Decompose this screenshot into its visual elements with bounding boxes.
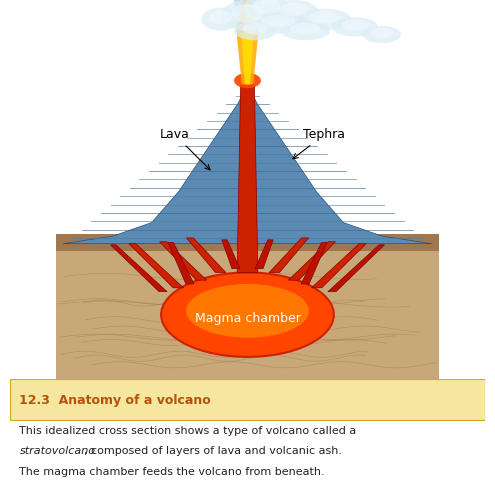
- Text: 12.3  Anatomy of a volcano: 12.3 Anatomy of a volcano: [19, 394, 211, 407]
- Polygon shape: [63, 85, 432, 244]
- Ellipse shape: [249, 12, 307, 33]
- Polygon shape: [237, 85, 258, 273]
- Ellipse shape: [297, 9, 351, 30]
- Ellipse shape: [221, 0, 274, 31]
- Ellipse shape: [370, 28, 394, 38]
- Polygon shape: [328, 245, 385, 292]
- Text: stratovolcano: stratovolcano: [19, 446, 96, 457]
- Polygon shape: [222, 240, 240, 269]
- Polygon shape: [168, 243, 194, 284]
- Polygon shape: [187, 238, 226, 273]
- Ellipse shape: [209, 10, 232, 24]
- Ellipse shape: [186, 284, 309, 338]
- Ellipse shape: [290, 23, 320, 34]
- Ellipse shape: [244, 0, 290, 21]
- Ellipse shape: [280, 21, 330, 40]
- Polygon shape: [289, 242, 336, 280]
- Polygon shape: [301, 243, 327, 284]
- Ellipse shape: [243, 23, 268, 34]
- Polygon shape: [236, 0, 259, 85]
- Polygon shape: [129, 244, 184, 288]
- Polygon shape: [110, 245, 167, 292]
- Ellipse shape: [279, 2, 308, 17]
- Ellipse shape: [261, 15, 296, 28]
- Ellipse shape: [253, 0, 281, 14]
- Ellipse shape: [308, 11, 341, 24]
- Ellipse shape: [231, 4, 264, 23]
- Text: Lava: Lava: [160, 128, 210, 170]
- FancyBboxPatch shape: [55, 234, 440, 251]
- Text: Magma chamber: Magma chamber: [195, 312, 300, 325]
- Ellipse shape: [161, 273, 334, 357]
- Ellipse shape: [332, 17, 378, 36]
- Polygon shape: [255, 240, 273, 269]
- FancyBboxPatch shape: [55, 238, 440, 384]
- Polygon shape: [269, 238, 308, 273]
- Text: This idealized cross section shows a type of volcano called a: This idealized cross section shows a typ…: [19, 426, 357, 436]
- Ellipse shape: [201, 8, 240, 31]
- Ellipse shape: [234, 73, 261, 88]
- Ellipse shape: [269, 0, 318, 23]
- Text: , composed of layers of lava and volcanic ash.: , composed of layers of lava and volcani…: [84, 446, 342, 457]
- Text: The magma chamber feeds the volcano from beneath.: The magma chamber feeds the volcano from…: [19, 467, 325, 477]
- Polygon shape: [311, 244, 366, 288]
- Polygon shape: [228, 0, 267, 15]
- Polygon shape: [242, 0, 253, 85]
- Ellipse shape: [341, 19, 369, 31]
- Text: Tephra: Tephra: [293, 128, 345, 159]
- FancyBboxPatch shape: [10, 379, 485, 420]
- Ellipse shape: [234, 21, 276, 40]
- Ellipse shape: [363, 26, 401, 43]
- Polygon shape: [159, 242, 206, 280]
